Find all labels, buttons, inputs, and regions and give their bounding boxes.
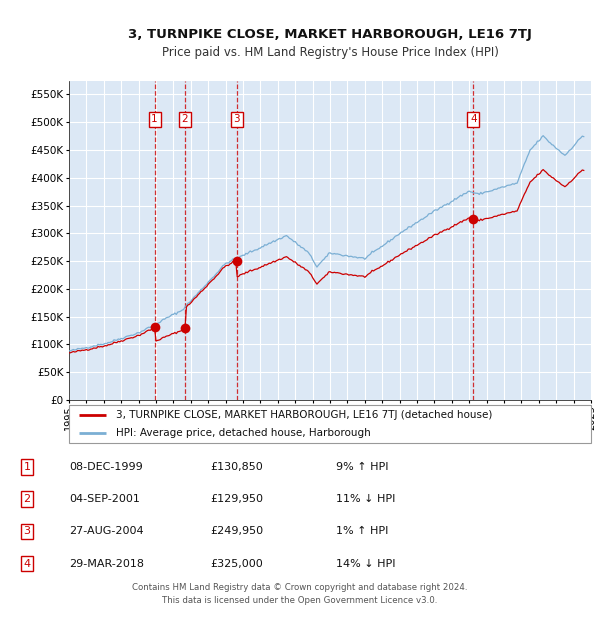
Text: 1: 1 [151, 115, 158, 125]
Text: 9% ↑ HPI: 9% ↑ HPI [336, 462, 389, 472]
Text: 14% ↓ HPI: 14% ↓ HPI [336, 559, 395, 569]
Text: 3: 3 [233, 115, 240, 125]
Text: 3: 3 [23, 526, 31, 536]
Text: Contains HM Land Registry data © Crown copyright and database right 2024.
This d: Contains HM Land Registry data © Crown c… [132, 583, 468, 605]
Text: 29-MAR-2018: 29-MAR-2018 [69, 559, 144, 569]
FancyBboxPatch shape [69, 405, 591, 443]
Text: £249,950: £249,950 [210, 526, 263, 536]
Text: 2: 2 [23, 494, 31, 504]
Text: HPI: Average price, detached house, Harborough: HPI: Average price, detached house, Harb… [116, 428, 371, 438]
Text: 27-AUG-2004: 27-AUG-2004 [69, 526, 143, 536]
Text: 1% ↑ HPI: 1% ↑ HPI [336, 526, 388, 536]
Text: 4: 4 [23, 559, 31, 569]
Text: Price paid vs. HM Land Registry's House Price Index (HPI): Price paid vs. HM Land Registry's House … [161, 46, 499, 59]
Text: £325,000: £325,000 [210, 559, 263, 569]
Text: £130,850: £130,850 [210, 462, 263, 472]
Text: 2: 2 [182, 115, 188, 125]
Text: 11% ↓ HPI: 11% ↓ HPI [336, 494, 395, 504]
Text: 3, TURNPIKE CLOSE, MARKET HARBOROUGH, LE16 7TJ: 3, TURNPIKE CLOSE, MARKET HARBOROUGH, LE… [128, 28, 532, 40]
Text: 4: 4 [470, 115, 476, 125]
Text: 3, TURNPIKE CLOSE, MARKET HARBOROUGH, LE16 7TJ (detached house): 3, TURNPIKE CLOSE, MARKET HARBOROUGH, LE… [116, 410, 493, 420]
Text: 1: 1 [23, 462, 31, 472]
Text: 08-DEC-1999: 08-DEC-1999 [69, 462, 143, 472]
Text: £129,950: £129,950 [210, 494, 263, 504]
Text: 04-SEP-2001: 04-SEP-2001 [69, 494, 140, 504]
